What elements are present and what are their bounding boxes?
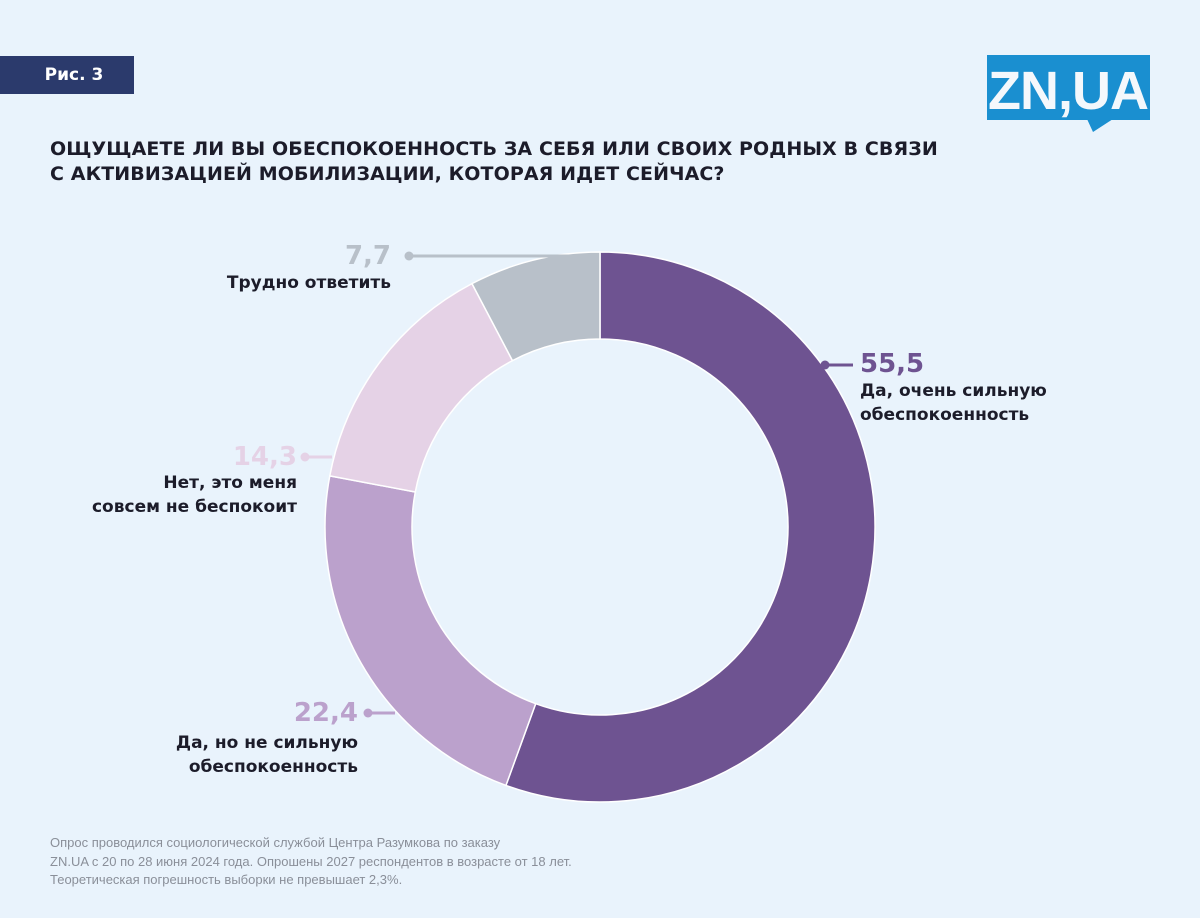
svg-text:ZN,UA: ZN,UA xyxy=(988,61,1148,121)
footnote-line: Теоретическая погрешность выборки не пре… xyxy=(50,872,403,887)
title-line: ОЩУЩАЕТЕ ЛИ ВЫ ОБЕСПОКОЕННОСТЬ ЗА СЕБЯ И… xyxy=(50,138,938,160)
data-label: 55,5 xyxy=(860,349,924,379)
title-line: С АКТИВИЗАЦИЕЙ МОБИЛИЗАЦИИ, КОТОРАЯ ИДЕТ… xyxy=(50,163,725,185)
leader-dot xyxy=(363,708,373,718)
figure-badge: Рис. 3 xyxy=(0,56,134,94)
category-label: обеспокоенность xyxy=(189,757,358,777)
category-label: Да, но не сильную xyxy=(176,733,358,753)
category-label: совсем не беспокоит xyxy=(92,497,297,517)
footnote: Опрос проводился социологической службой… xyxy=(50,834,572,890)
leader-dot xyxy=(820,360,830,370)
chart-title: ОЩУЩАЕТЕ ЛИ ВЫ ОБЕСПОКОЕННОСТЬ ЗА СЕБЯ И… xyxy=(50,137,970,187)
category-label: обеспокоенность xyxy=(860,405,1029,425)
donut-slice xyxy=(324,474,537,787)
footnote-line: Опрос проводился социологической службой… xyxy=(50,835,501,850)
donut-slice xyxy=(504,251,876,803)
leader-dot xyxy=(300,452,310,462)
category-label: Да, очень сильную xyxy=(860,381,1047,401)
zn-ua-logo: ZN,UA xyxy=(987,55,1150,132)
donut-slice xyxy=(470,251,601,362)
data-label: 7,7 xyxy=(345,241,391,271)
category-label: Трудно ответить xyxy=(227,273,391,293)
data-label: 14,3 xyxy=(233,442,297,472)
donut-slice xyxy=(328,282,514,493)
leader-dot xyxy=(404,251,414,261)
data-label: 22,4 xyxy=(294,698,358,728)
category-label: Нет, это меня xyxy=(163,473,297,493)
footnote-line: ZN.UA с 20 по 28 июня 2024 года. Опрошен… xyxy=(50,853,572,869)
